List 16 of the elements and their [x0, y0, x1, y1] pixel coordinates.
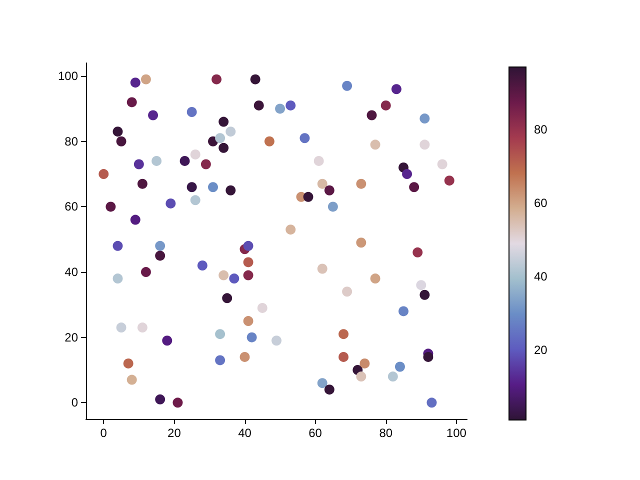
y-tick-label: 40: [64, 265, 78, 280]
y-tick-label: 20: [64, 330, 78, 344]
x-tick-label: 20: [168, 426, 182, 440]
y-tick-label: 80: [64, 134, 78, 148]
color-bar-label: 40: [534, 270, 548, 284]
y-tick-label: 100: [58, 69, 78, 84]
y-tick-label: 60: [64, 200, 78, 214]
x-tick-label: 100: [446, 426, 467, 440]
color-bar-label: 20: [534, 343, 548, 358]
x-tick-label: 80: [379, 426, 393, 440]
y-tick-label: 0: [71, 396, 78, 410]
color-bar-label: 60: [534, 196, 548, 210]
color-bar-label: 80: [534, 122, 548, 137]
x-tick-label: 0: [100, 426, 108, 440]
x-tick-label: 60: [308, 426, 322, 440]
x-tick-label: 40: [238, 426, 252, 440]
